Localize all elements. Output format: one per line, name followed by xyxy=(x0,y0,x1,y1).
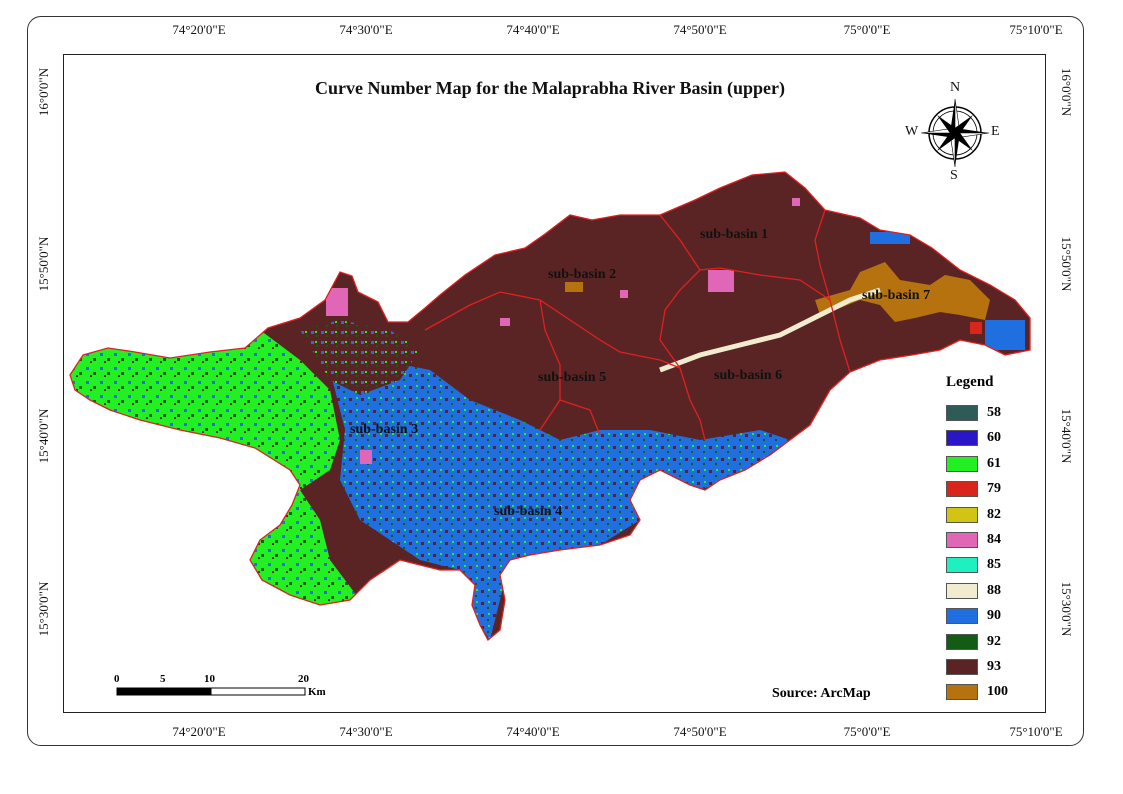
legend-label: 92 xyxy=(987,633,1001,649)
legend-label: 60 xyxy=(987,430,1001,446)
compass-north-label: N xyxy=(950,80,961,95)
compass-west-label: W xyxy=(905,124,919,139)
legend-swatch xyxy=(946,532,978,548)
region-mixed xyxy=(300,320,420,395)
legend-swatch xyxy=(946,455,978,472)
map-title: Curve Number Map for the Malaprabha Rive… xyxy=(315,78,785,98)
river-cn-88 xyxy=(659,287,881,373)
legend-item: 85 xyxy=(946,556,1001,574)
region-cn-61 xyxy=(70,330,360,620)
legend-label: 90 xyxy=(987,608,1001,624)
legend-item: 58 xyxy=(946,404,1001,422)
legend-item: 84 xyxy=(946,531,1001,549)
longitude-label-bottom: 75°10'0"E xyxy=(1009,724,1063,739)
patch-cn-90 xyxy=(985,320,1025,350)
scale-tick-label: 20 xyxy=(298,673,309,685)
legend-title: Legend xyxy=(946,374,994,390)
compass-east-label: E xyxy=(991,124,1000,139)
scale-bar xyxy=(116,687,306,696)
legend-swatch xyxy=(946,506,978,523)
legend-item: 61 xyxy=(946,455,1001,473)
legend-label: 93 xyxy=(987,659,1001,674)
longitude-label-top: 74°40'0"E xyxy=(506,22,560,37)
longitude-label-top: 74°50'0"E xyxy=(673,22,727,37)
legend-swatch xyxy=(946,633,978,650)
legend-label: 85 xyxy=(987,557,1001,573)
scale-tick-label: 10 xyxy=(204,673,215,685)
sub-basin-label: sub-basin 4 xyxy=(494,504,563,519)
sub-basin-label: sub-basin 6 xyxy=(714,368,783,383)
longitude-label-bottom: 74°20'0"E xyxy=(172,724,226,739)
legend-label: 100 xyxy=(987,684,1008,700)
region-cn-90 xyxy=(330,360,790,640)
patch-cn-100 xyxy=(815,262,990,322)
longitude-label-bottom: 74°30'0"E xyxy=(339,724,393,739)
legend-label: 84 xyxy=(987,532,1001,547)
source-note: Source: ArcMap xyxy=(772,686,871,701)
patch-cn-79 xyxy=(970,322,982,334)
patch-cn-84 xyxy=(792,198,800,206)
legend-label: 88 xyxy=(987,582,1001,598)
legend-item: 92 xyxy=(946,633,1001,651)
compass-south-label: S xyxy=(950,168,958,183)
legend-swatch xyxy=(946,608,978,625)
legend-label: 79 xyxy=(987,481,1001,497)
sub-basin-label: sub-basin 1 xyxy=(700,227,769,242)
patch-cn-84 xyxy=(360,450,372,464)
sub-basin-boundaries xyxy=(69,171,1031,642)
legend-item: 88 xyxy=(946,582,1001,600)
longitude-label-bottom: 74°40'0"E xyxy=(506,724,560,739)
legend-item: 60 xyxy=(946,429,1001,447)
patch-cn-84 xyxy=(500,318,510,326)
legend-item: 90 xyxy=(946,607,1001,625)
legend-label: 82 xyxy=(987,506,1001,522)
compass-rose-icon xyxy=(920,98,990,168)
patch-cn-84 xyxy=(620,290,628,298)
longitude-label-bottom: 74°50'0"E xyxy=(673,724,727,739)
patch-cn-84 xyxy=(708,270,734,292)
legend-swatch xyxy=(946,405,978,421)
sub-basin-label: sub-basin 3 xyxy=(350,422,419,437)
legend-swatch xyxy=(946,430,978,447)
scale-tick-label: 5 xyxy=(160,673,166,685)
patch-cn-100 xyxy=(565,282,583,292)
longitude-label-top: 75°0'0"E xyxy=(843,22,891,37)
legend-swatch xyxy=(946,582,978,599)
longitude-label-top: 74°20'0"E xyxy=(172,22,226,37)
legend-item: 79 xyxy=(946,480,1001,498)
legend-swatch xyxy=(946,481,978,498)
legend-swatch xyxy=(946,557,978,574)
patch-cn-90 xyxy=(870,232,910,244)
sub-basin-label: sub-basin 5 xyxy=(538,370,607,385)
patch-cn-84 xyxy=(326,288,348,316)
scale-unit-label: Km xyxy=(308,686,326,698)
longitude-label-top: 74°30'0"E xyxy=(339,22,393,37)
legend-item: 82 xyxy=(946,506,1001,524)
legend-item: 93 xyxy=(946,658,1001,676)
scale-tick-label: 0 xyxy=(114,673,120,685)
sub-basin-label: sub-basin 2 xyxy=(548,267,617,282)
legend-swatch xyxy=(946,659,978,675)
longitude-label-bottom: 75°0'0"E xyxy=(843,724,891,739)
legend-label: 58 xyxy=(987,405,1001,420)
legend-label: 61 xyxy=(987,455,1001,471)
longitude-label-top: 75°10'0"E xyxy=(1009,22,1063,37)
legend-item: 100 xyxy=(946,683,1008,701)
legend-swatch xyxy=(946,684,978,701)
sub-basin-label: sub-basin 7 xyxy=(862,288,931,303)
